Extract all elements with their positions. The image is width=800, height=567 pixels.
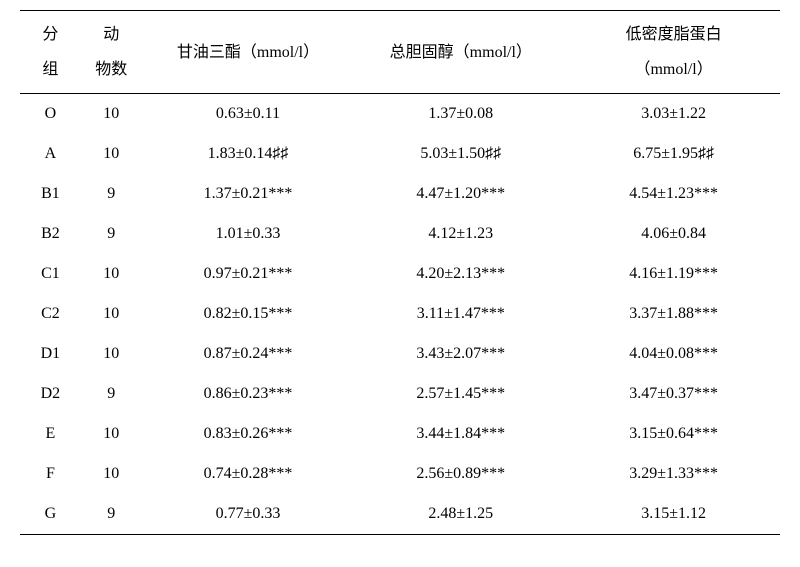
col-header-n: 动 物数 [81,11,142,94]
col-header-ldl-l2: （mmol/l） [569,52,778,87]
table-row: A 10 1.83±0.14♯♯ 5.03±1.50♯♯ 6.75±1.95♯♯ [20,134,780,174]
cell: 3.29±1.33*** [567,454,780,494]
cell: 9 [81,174,142,214]
cell: 0.83±0.26*** [142,414,355,454]
table-row: C1 10 0.97±0.21*** 4.20±2.13*** 4.16±1.1… [20,254,780,294]
cell: 3.44±1.84*** [354,414,567,454]
cell: A [20,134,81,174]
table-row: B1 9 1.37±0.21*** 4.47±1.20*** 4.54±1.23… [20,174,780,214]
cell: 5.03±1.50♯♯ [354,134,567,174]
cell: 3.15±0.64*** [567,414,780,454]
cell: 10 [81,294,142,334]
cell: 4.06±0.84 [567,214,780,254]
cell: 1.37±0.08 [354,94,567,135]
cell: 4.04±0.08*** [567,334,780,374]
cell: E [20,414,81,454]
cell: F [20,454,81,494]
cell: 10 [81,454,142,494]
table-row: C2 10 0.82±0.15*** 3.11±1.47*** 3.37±1.8… [20,294,780,334]
table-row: D2 9 0.86±0.23*** 2.57±1.45*** 3.47±0.37… [20,374,780,414]
cell: C1 [20,254,81,294]
cell: 10 [81,334,142,374]
cell: C2 [20,294,81,334]
table-row: G 9 0.77±0.33 2.48±1.25 3.15±1.12 [20,494,780,535]
cell: 10 [81,254,142,294]
cell: D2 [20,374,81,414]
col-header-group: 分 组 [20,11,81,94]
col-header-tg: 甘油三酯（mmol/l） [142,11,355,94]
col-header-tg-l1: 甘油三酯（mmol/l） [144,35,353,70]
cell: G [20,494,81,535]
cell: 10 [81,134,142,174]
cell: D1 [20,334,81,374]
cell: 3.03±1.22 [567,94,780,135]
data-table: 分 组 动 物数 甘油三酯（mmol/l） [20,10,780,535]
cell: B1 [20,174,81,214]
cell: 4.54±1.23*** [567,174,780,214]
cell: 10 [81,94,142,135]
col-header-n-l2: 物数 [83,52,140,87]
cell: 1.01±0.33 [142,214,355,254]
col-header-n-l1: 动 [83,17,140,52]
cell: 9 [81,494,142,535]
cell: 9 [81,214,142,254]
col-header-tc-l1: 总胆固醇（mmol/l） [356,35,565,70]
cell: 1.37±0.21*** [142,174,355,214]
cell: 3.11±1.47*** [354,294,567,334]
cell: 2.57±1.45*** [354,374,567,414]
col-header-group-l2: 组 [22,52,79,87]
cell: 3.15±1.12 [567,494,780,535]
table-header: 分 组 动 物数 甘油三酯（mmol/l） [20,11,780,94]
table-row: E 10 0.83±0.26*** 3.44±1.84*** 3.15±0.64… [20,414,780,454]
cell: 0.97±0.21*** [142,254,355,294]
cell: 2.48±1.25 [354,494,567,535]
cell: 3.37±1.88*** [567,294,780,334]
cell: 4.16±1.19*** [567,254,780,294]
table-body: O 10 0.63±0.11 1.37±0.08 3.03±1.22 A 10 … [20,94,780,535]
cell: 0.77±0.33 [142,494,355,535]
cell: 6.75±1.95♯♯ [567,134,780,174]
cell: 4.20±2.13*** [354,254,567,294]
table-row: B2 9 1.01±0.33 4.12±1.23 4.06±0.84 [20,214,780,254]
cell: O [20,94,81,135]
table-row: F 10 0.74±0.28*** 2.56±0.89*** 3.29±1.33… [20,454,780,494]
cell: 1.83±0.14♯♯ [142,134,355,174]
cell: 10 [81,414,142,454]
cell: 4.12±1.23 [354,214,567,254]
cell: 3.47±0.37*** [567,374,780,414]
col-header-tc: 总胆固醇（mmol/l） [354,11,567,94]
cell: 0.86±0.23*** [142,374,355,414]
table-row: D1 10 0.87±0.24*** 3.43±2.07*** 4.04±0.0… [20,334,780,374]
col-header-ldl: 低密度脂蛋白 （mmol/l） [567,11,780,94]
cell: 2.56±0.89*** [354,454,567,494]
col-header-group-l1: 分 [22,17,79,52]
cell: B2 [20,214,81,254]
cell: 0.74±0.28*** [142,454,355,494]
col-header-ldl-l1: 低密度脂蛋白 [569,17,778,52]
cell: 4.47±1.20*** [354,174,567,214]
table-row: O 10 0.63±0.11 1.37±0.08 3.03±1.22 [20,94,780,135]
cell: 9 [81,374,142,414]
cell: 0.87±0.24*** [142,334,355,374]
cell: 0.82±0.15*** [142,294,355,334]
cell: 3.43±2.07*** [354,334,567,374]
cell: 0.63±0.11 [142,94,355,135]
